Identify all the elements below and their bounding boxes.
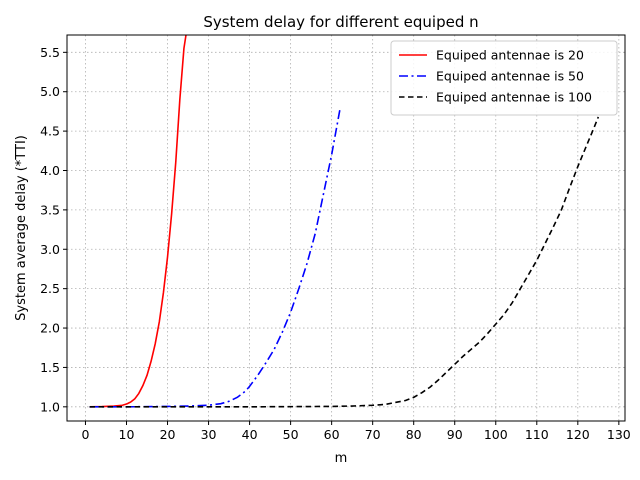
y-tick-label: 1.0 (40, 399, 60, 414)
x-tick-label: 40 (242, 427, 258, 442)
legend-label-3: Equiped antennae is 100 (436, 90, 592, 105)
y-tick-label: 5.5 (40, 45, 60, 60)
x-tick-label: 80 (406, 427, 422, 442)
x-axis-label: m (335, 451, 348, 466)
x-tick-label: 90 (447, 427, 463, 442)
y-axis-label: System average delay (*TTI) (14, 135, 29, 321)
x-tick-label: 0 (81, 427, 89, 442)
y-tick-label: 5.0 (40, 84, 60, 99)
x-axis: 0 10 20 30 40 50 60 70 80 90 100 110 120 130 (81, 421, 631, 442)
y-tick-label: 4.0 (40, 163, 60, 178)
y-tick-label: 4.5 (40, 124, 60, 139)
series-line-3 (89, 116, 600, 408)
y-tick-label: 1.5 (40, 360, 60, 375)
y-tick-label: 2.5 (40, 281, 60, 296)
x-tick-label: 70 (365, 427, 381, 442)
x-tick-label: 30 (201, 427, 217, 442)
y-tick-label: 3.5 (40, 202, 60, 217)
x-tick-label: 20 (160, 427, 176, 442)
x-tick-label: 120 (566, 427, 590, 442)
x-tick-label: 110 (525, 427, 549, 442)
x-tick-label: 10 (119, 427, 135, 442)
plot-frame (66, 34, 626, 422)
x-tick-label: 60 (324, 427, 340, 442)
x-tick-label: 50 (283, 427, 299, 442)
series-line-1 (89, 35, 187, 408)
legend-label-2: Equiped antennae is 50 (436, 69, 584, 84)
plot-area (89, 35, 600, 408)
y-tick-label: 2.0 (40, 321, 60, 336)
chart-title: System delay for different equiped n (203, 13, 478, 31)
legend-label-1: Equiped antennae is 20 (436, 48, 584, 63)
series-line-2 (89, 109, 341, 408)
y-tick-label: 3.0 (40, 242, 60, 257)
legend: Equiped antennae is 20 Equiped antennae i… (390, 40, 618, 116)
x-tick-label: 130 (607, 427, 631, 442)
x-tick-label: 100 (484, 427, 508, 442)
legend-box (390, 40, 618, 116)
y-axis: 1.0 1.5 2.0 2.5 3.0 3.5 4.0 4.5 5.0 5.5 (40, 45, 67, 414)
